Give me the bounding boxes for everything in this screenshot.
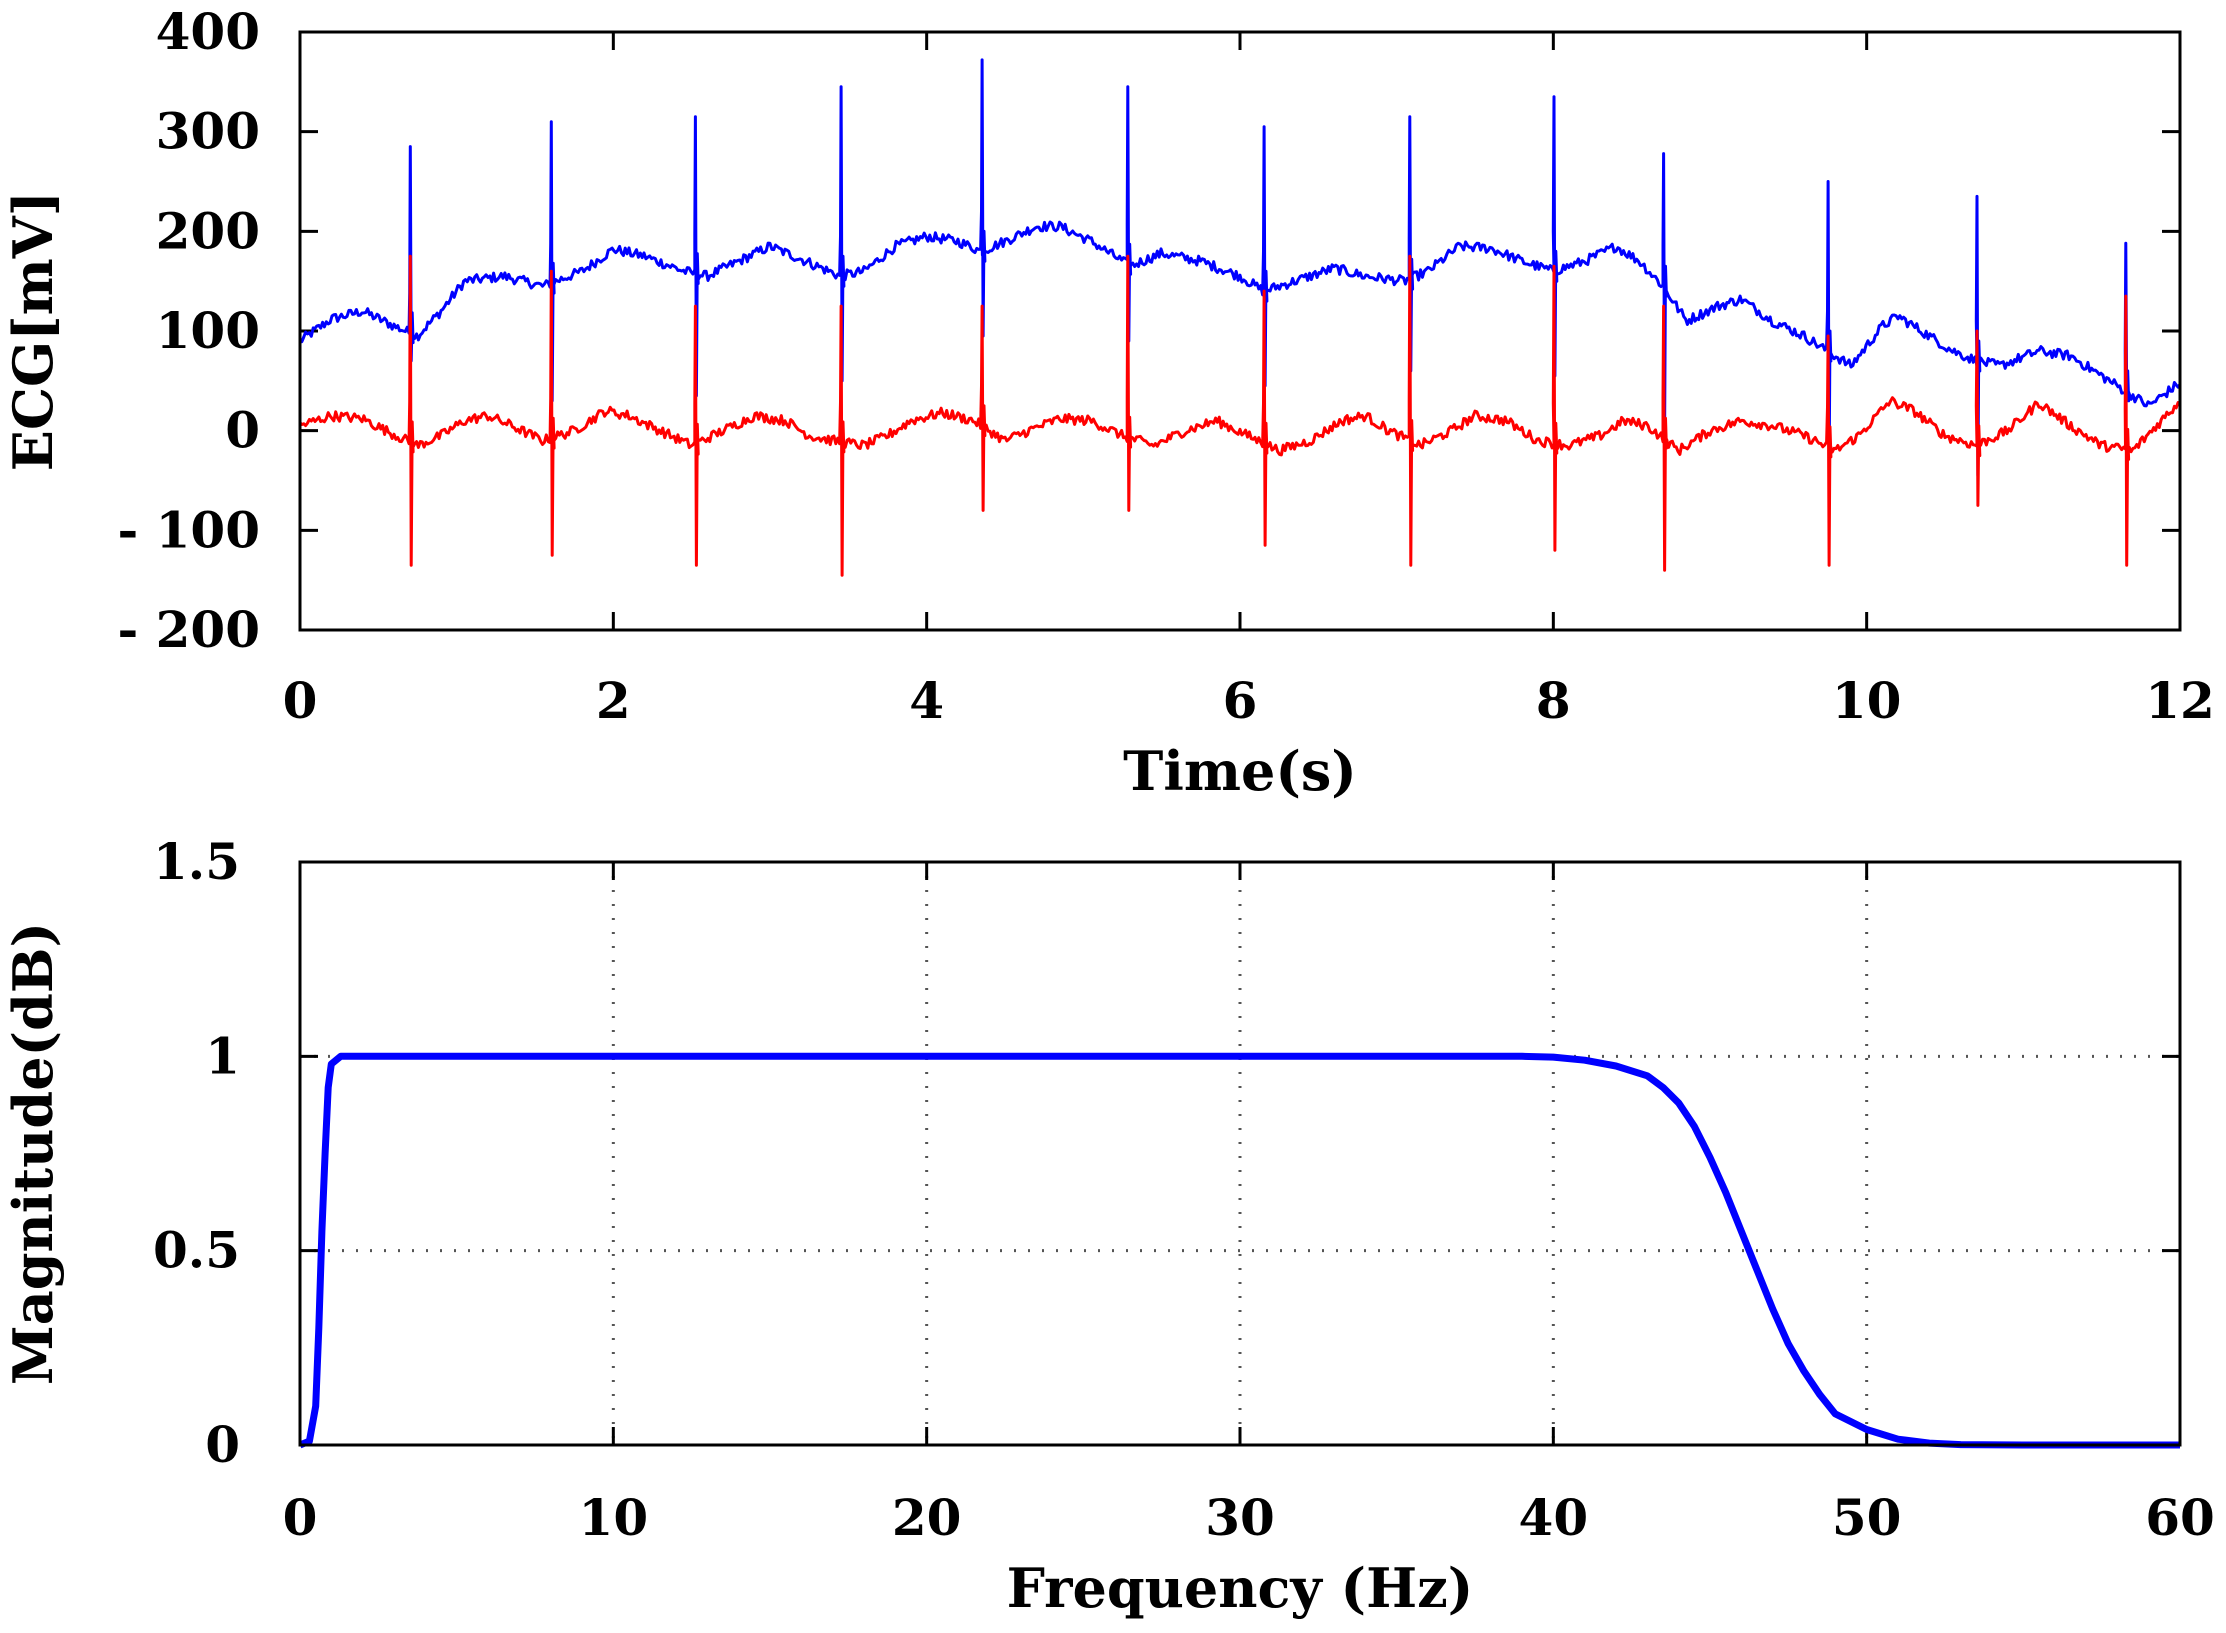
x-tick-label: 0 [283,671,318,730]
plot-frame [298,30,2182,632]
y-tick-label: 1.5 [153,832,240,891]
x-tick-label: 12 [2145,671,2215,730]
x-tick-label: 10 [579,1488,649,1547]
x-tick-label: 30 [1205,1488,1275,1547]
y-tick-label: 0 [225,401,260,460]
y-tick-label: - 100 [117,500,260,559]
x-tick-label: 50 [1832,1488,1902,1547]
y-axis-title: ECG[mV] [1,191,65,471]
x-tick-label: 0 [283,1488,318,1547]
x-tick-label: 40 [1519,1488,1589,1547]
ecg-time-chart: 0 2 4 6 8 10 12 400 300 200 100 0 - 100 - 200 Time(s) E… [1,2,2215,803]
y-tick-label: 0 [205,1415,240,1474]
y-tick-label: 100 [156,301,260,360]
x-tick-label: 8 [1536,671,1571,730]
x-axis-title: Time(s) [1123,739,1357,803]
x-tick-label: 10 [1832,671,1902,730]
y-tick-label: 0.5 [153,1221,240,1280]
magnitude-response-line [298,1052,2180,1449]
x-tick-label: 20 [892,1488,962,1547]
y-tick-label: 1 [205,1026,240,1085]
y-tick-label: 300 [156,102,260,161]
y-tick-label: - 200 [117,600,260,659]
x-tick-label: 60 [2145,1488,2215,1547]
x-tick-label: 6 [1223,671,1258,730]
y-tick-label: 200 [156,201,260,260]
x-tick-label: 4 [909,671,944,730]
filter-frequency-response-chart: 0 10 20 30 40 50 60 1.5 1 0.5 0 Frequency (Hz) Magni… [1,832,2215,1620]
x-axis-title: Frequency (Hz) [1007,1556,1474,1620]
ecg-series-line-filtered [298,254,2181,577]
x-tick-label: 2 [596,671,631,730]
y-axis-title: Magnitude(dB) [1,922,65,1385]
y-tick-label: 400 [156,2,260,61]
ecg-series-line-raw [298,58,2182,477]
plot-frame [298,860,2182,1447]
